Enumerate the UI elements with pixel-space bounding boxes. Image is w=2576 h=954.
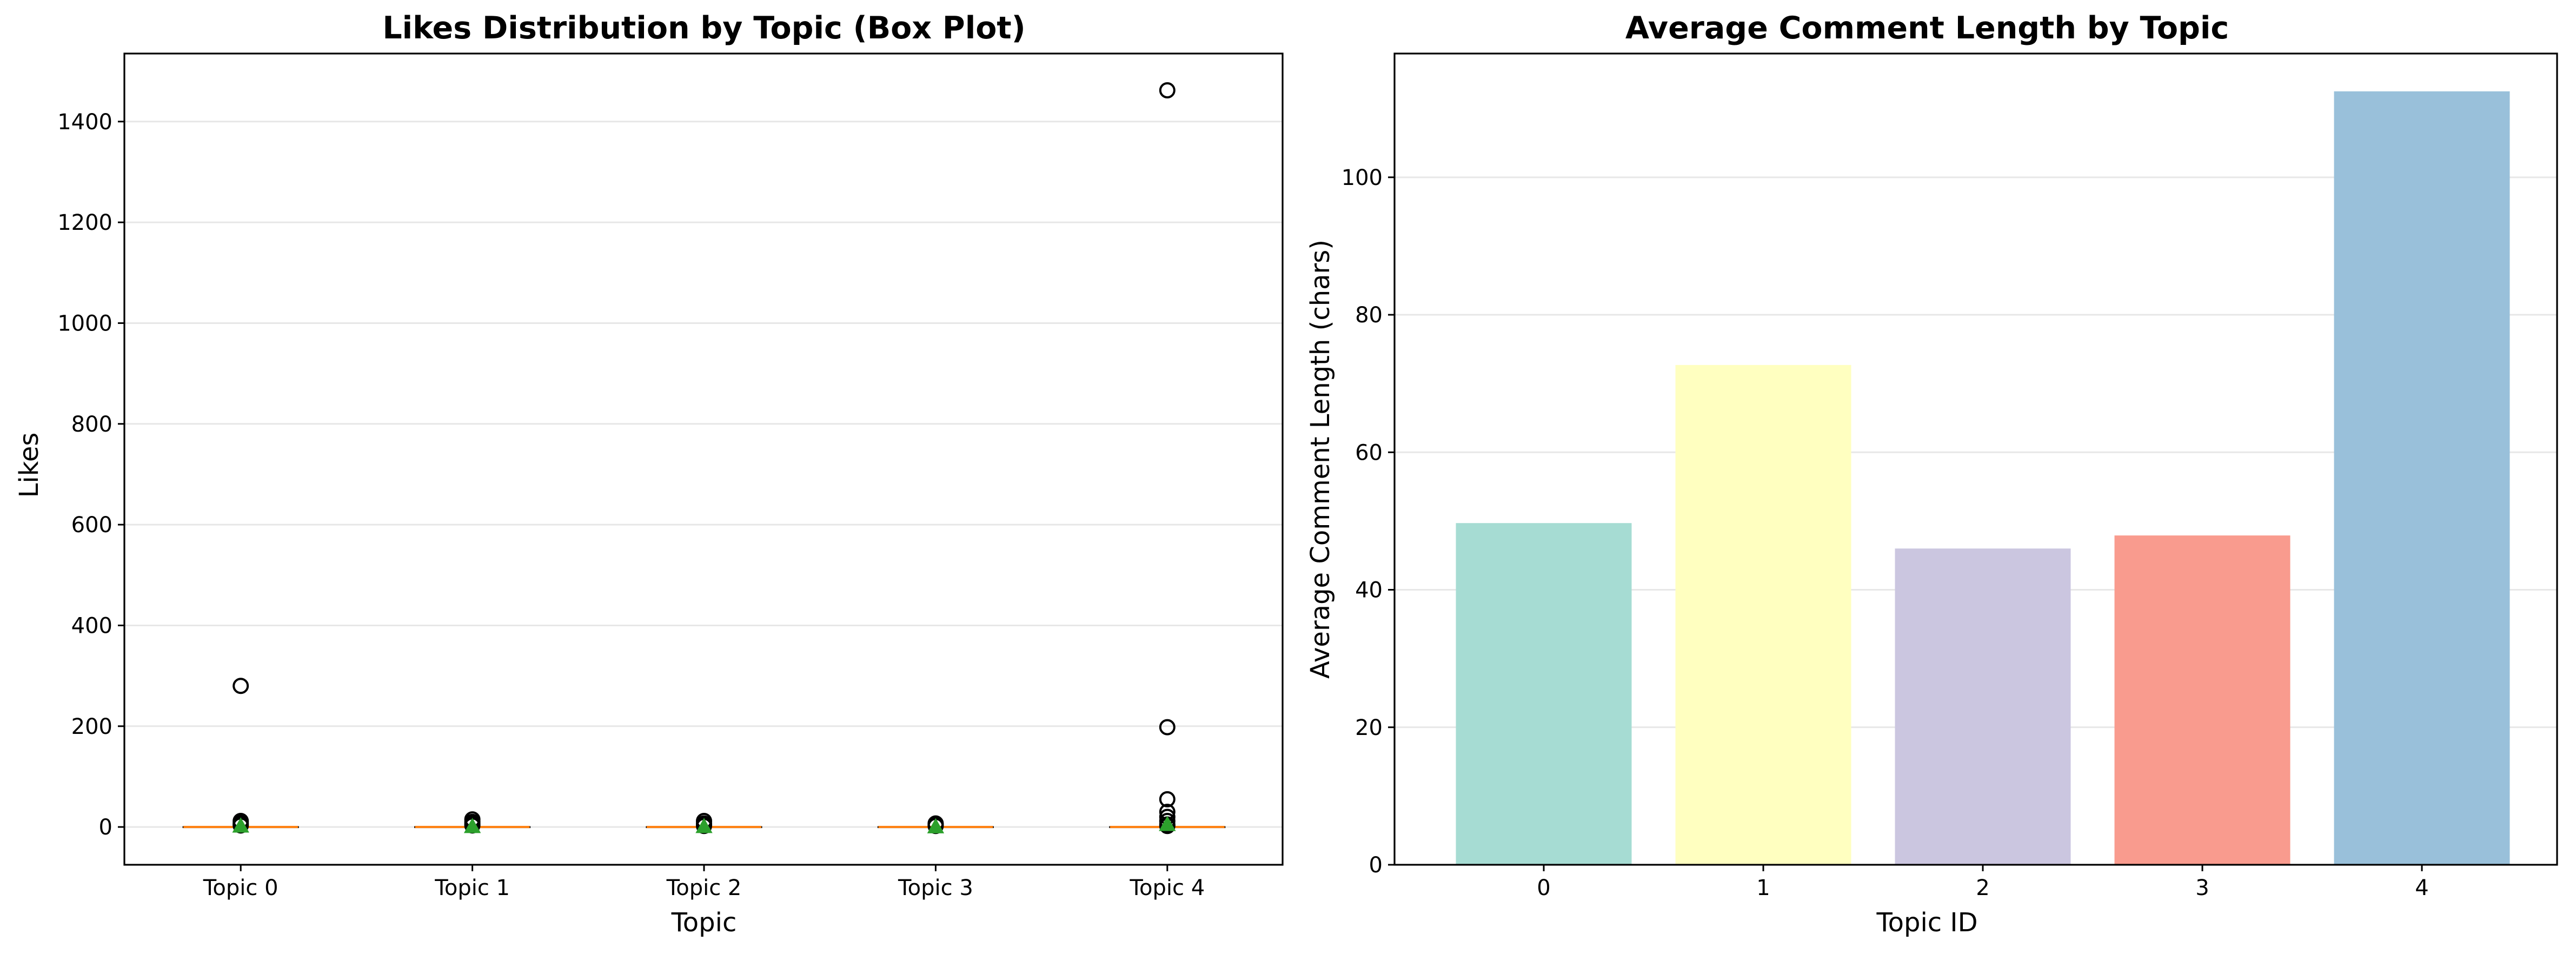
comment-length-bar xyxy=(1895,548,2071,865)
likes-y-tick-label: 200 xyxy=(71,714,112,739)
comment-length-x-axis-label: Topic ID xyxy=(1876,907,1977,938)
likes-y-axis-label: Likes xyxy=(14,433,44,498)
likes-mean-marker xyxy=(1159,816,1176,831)
likes-y-tick-label: 0 xyxy=(99,815,112,840)
likes-y-tick-label: 1400 xyxy=(57,110,112,135)
likes-y-tick-label: 400 xyxy=(71,613,112,638)
likes-mean-marker xyxy=(463,818,481,833)
likes-outlier-point xyxy=(1159,791,1176,807)
likes-x-tick-label: Topic 0 xyxy=(203,876,278,900)
comment-length-x-tick-label: 3 xyxy=(2195,876,2209,900)
likes-x-tick-label: Topic 1 xyxy=(434,876,510,900)
likes-outlier-point xyxy=(1159,82,1176,99)
likes-mean-marker xyxy=(695,818,713,833)
likes-x-tick-label: Topic 2 xyxy=(666,876,742,900)
comment-length-chart-title: Average Comment Length by Topic xyxy=(1625,10,2229,46)
comment-length-bar-panel: Average Comment Length by Topic Topic ID… xyxy=(1305,10,2558,938)
comment-length-y-tick-label: 20 xyxy=(1355,716,1383,740)
comment-length-bar xyxy=(2334,91,2510,865)
comment-length-bar xyxy=(1456,523,1632,865)
comment-length-plot-frame xyxy=(1393,52,2558,866)
likes-y-tick-label: 1000 xyxy=(57,311,112,336)
comment-length-y-tick-label: 60 xyxy=(1355,440,1383,465)
likes-x-axis-label: Topic xyxy=(671,907,737,938)
comment-length-bar xyxy=(1675,365,1851,865)
likes-mean-marker xyxy=(927,818,945,833)
likes-y-tick-label: 800 xyxy=(71,412,112,437)
likes-plot-frame xyxy=(123,52,1284,866)
comment-length-y-tick-label: 40 xyxy=(1355,578,1383,603)
comment-length-x-tick-label: 0 xyxy=(1537,876,1550,900)
comment-length-bar xyxy=(2114,535,2290,865)
comment-length-y-tick-label: 0 xyxy=(1369,853,1383,878)
comment-length-x-tick-label: 2 xyxy=(1976,876,1989,900)
comment-length-y-axis-label: Average Comment Length (chars) xyxy=(1305,240,1336,679)
comment-length-y-tick-label: 100 xyxy=(1342,165,1383,190)
comment-length-x-tick-label: 1 xyxy=(1756,876,1770,900)
comment-length-x-tick-label: 4 xyxy=(2415,876,2428,900)
likes-y-tick-label: 600 xyxy=(71,513,112,538)
likes-mean-marker xyxy=(232,817,249,833)
likes-chart-title: Likes Distribution by Topic (Box Plot) xyxy=(382,10,1025,46)
likes-x-tick-label: Topic 3 xyxy=(898,876,973,900)
likes-outlier-point xyxy=(1159,719,1176,736)
likes-y-tick-label: 1200 xyxy=(57,210,112,235)
likes-boxplot-panel: Likes Distribution by Topic (Box Plot) T… xyxy=(14,10,1284,938)
likes-x-tick-label: Topic 4 xyxy=(1129,876,1205,900)
likes-outlier-point xyxy=(233,678,249,694)
comment-length-y-tick-label: 80 xyxy=(1355,303,1383,328)
